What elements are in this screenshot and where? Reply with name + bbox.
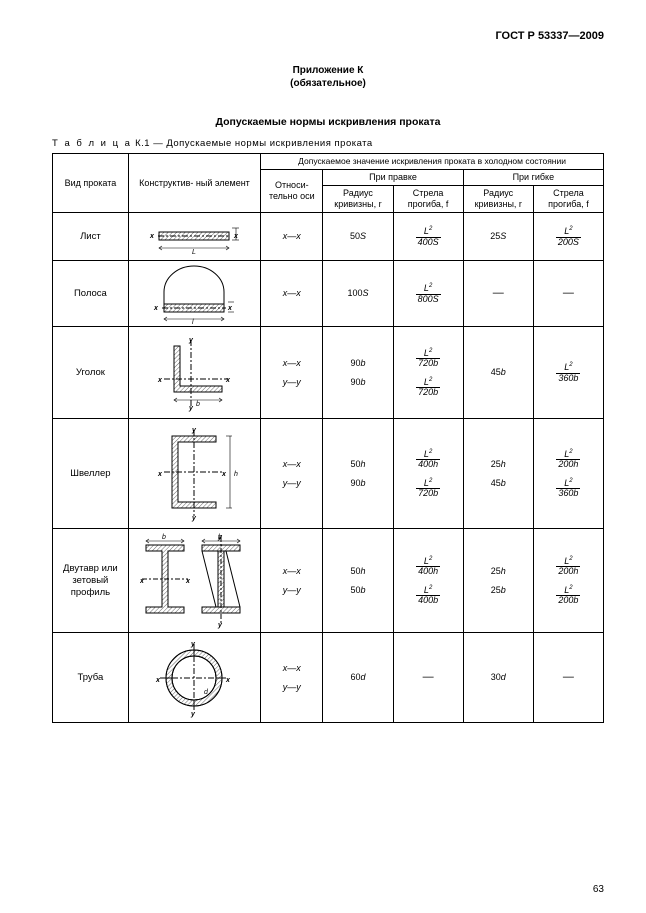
table-body: Лист xx L x—x 50S L2400S 25S L2200S Поло…: [53, 213, 604, 723]
row-bend-r: 25S: [463, 213, 533, 261]
table-caption-prefix: Т а б л и ц а: [52, 138, 132, 149]
hdr-straight: При правке: [323, 169, 463, 185]
row-name: Труба: [53, 633, 129, 723]
svg-text:y: y: [188, 405, 194, 412]
svg-text:x: x: [153, 305, 159, 312]
row-axes: x—x: [261, 261, 323, 327]
page-number: 63: [593, 884, 604, 895]
row-axes: x—xy—y: [261, 633, 323, 723]
row-bend-r: 25h45b: [463, 419, 533, 529]
svg-text:x: x: [157, 377, 163, 384]
svg-text:x: x: [157, 471, 163, 478]
hdr-radius-2: Радиус кривизны, r: [463, 185, 533, 213]
hdr-radius-1: Радиус кривизны, r: [323, 185, 393, 213]
svg-text:b: b: [162, 534, 166, 541]
hdr-bend: При гибке: [463, 169, 603, 185]
row-bend-f: L2200hL2200b: [533, 529, 603, 633]
table-row: Швеллер yy xx h x—xy—y 50h90b L2400hL272…: [53, 419, 604, 529]
hdr-arrow-1: Стрела прогиба, f: [393, 185, 463, 213]
row-bend-r: 45b: [463, 327, 533, 419]
row-straight-f: L2400S: [393, 213, 463, 261]
hdr-group-top: Допускаемое значение искривления проката…: [261, 154, 604, 170]
table-row: Уголок yy xx b x—xy—y 90b90b L2720bL2720…: [53, 327, 604, 419]
row-straight-r: 90b90b: [323, 327, 393, 419]
appendix-line2: (обязательное): [290, 78, 366, 89]
row-straight-r: 60d: [323, 633, 393, 723]
appendix-heading: Приложение К (обязательное): [52, 64, 604, 90]
row-bend-r: 30d: [463, 633, 533, 723]
row-diagram: xx yy d: [128, 633, 260, 723]
row-bend-f: L2200hL2360b: [533, 419, 603, 529]
row-straight-r: 50h50b: [323, 529, 393, 633]
hdr-type: Вид проката: [53, 154, 129, 213]
svg-text:b: b: [196, 401, 200, 408]
row-bend-f: —: [533, 633, 603, 723]
row-axes: x—x: [261, 213, 323, 261]
row-bend-r: —: [463, 261, 533, 327]
table-row: Двутавр или зетовый профиль xx b yy b: [53, 529, 604, 633]
row-diagram: yy xx h: [128, 419, 260, 529]
row-axes: x—xy—y: [261, 327, 323, 419]
row-straight-f: L2400hL2720b: [393, 419, 463, 529]
section-title: Допускаемые нормы искривления проката: [52, 116, 604, 128]
row-name: Двутавр или зетовый профиль: [53, 529, 129, 633]
row-straight-r: 50h90b: [323, 419, 393, 529]
svg-text:l: l: [192, 319, 194, 324]
row-straight-f: L2800S: [393, 261, 463, 327]
row-axes: x—xy—y: [261, 419, 323, 529]
row-bend-f: L2200S: [533, 213, 603, 261]
row-straight-r: 50S: [323, 213, 393, 261]
row-straight-r: 100S: [323, 261, 393, 327]
svg-text:y: y: [190, 641, 196, 648]
row-name: Швеллер: [53, 419, 129, 529]
svg-text:x: x: [227, 305, 233, 312]
svg-text:h: h: [234, 471, 238, 478]
hdr-axis: Относи- тельно оси: [261, 169, 323, 213]
svg-text:y: y: [190, 711, 196, 718]
svg-text:L: L: [192, 249, 196, 256]
table-caption-rest: К.1 — Допускаемые нормы искривления прок…: [132, 138, 373, 149]
row-name: Уголок: [53, 327, 129, 419]
table-row: Полоса x x l x—x 100S L2800S — —: [53, 261, 604, 327]
row-straight-f: L2720bL2720b: [393, 327, 463, 419]
document-page: ГОСТ Р 53337—2009 Приложение К (обязател…: [0, 0, 646, 913]
svg-text:y: y: [191, 515, 197, 522]
row-bend-f: —: [533, 261, 603, 327]
row-name: Лист: [53, 213, 129, 261]
table-row: Труба xx yy d x—xy—y 60d — 30d —: [53, 633, 604, 723]
row-diagram: x x l: [128, 261, 260, 327]
svg-text:y: y: [217, 622, 223, 629]
hdr-elem: Конструктив- ный элемент: [128, 154, 260, 213]
row-name: Полоса: [53, 261, 129, 327]
hdr-arrow-2: Стрела прогиба, f: [533, 185, 603, 213]
svg-text:x: x: [149, 233, 155, 240]
row-diagram: xx b yy b: [128, 529, 260, 633]
curvature-table: Вид проката Конструктив- ный элемент Доп…: [52, 153, 604, 723]
table-caption: Т а б л и ц а К.1 — Допускаемые нормы ис…: [52, 138, 604, 149]
table-head: Вид проката Конструктив- ный элемент Доп…: [53, 154, 604, 213]
appendix-line1: Приложение К: [293, 65, 364, 76]
row-axes: x—xy—y: [261, 529, 323, 633]
document-code: ГОСТ Р 53337—2009: [52, 30, 604, 42]
table-row: Лист xx L x—x 50S L2400S 25S L2200S: [53, 213, 604, 261]
svg-text:x: x: [225, 377, 231, 384]
row-diagram: xx L: [128, 213, 260, 261]
row-straight-f: —: [393, 633, 463, 723]
row-straight-f: L2400hL2400b: [393, 529, 463, 633]
row-diagram: yy xx b: [128, 327, 260, 419]
row-bend-r: 25h25b: [463, 529, 533, 633]
row-bend-f: L2360b: [533, 327, 603, 419]
svg-text:b: b: [218, 534, 222, 541]
